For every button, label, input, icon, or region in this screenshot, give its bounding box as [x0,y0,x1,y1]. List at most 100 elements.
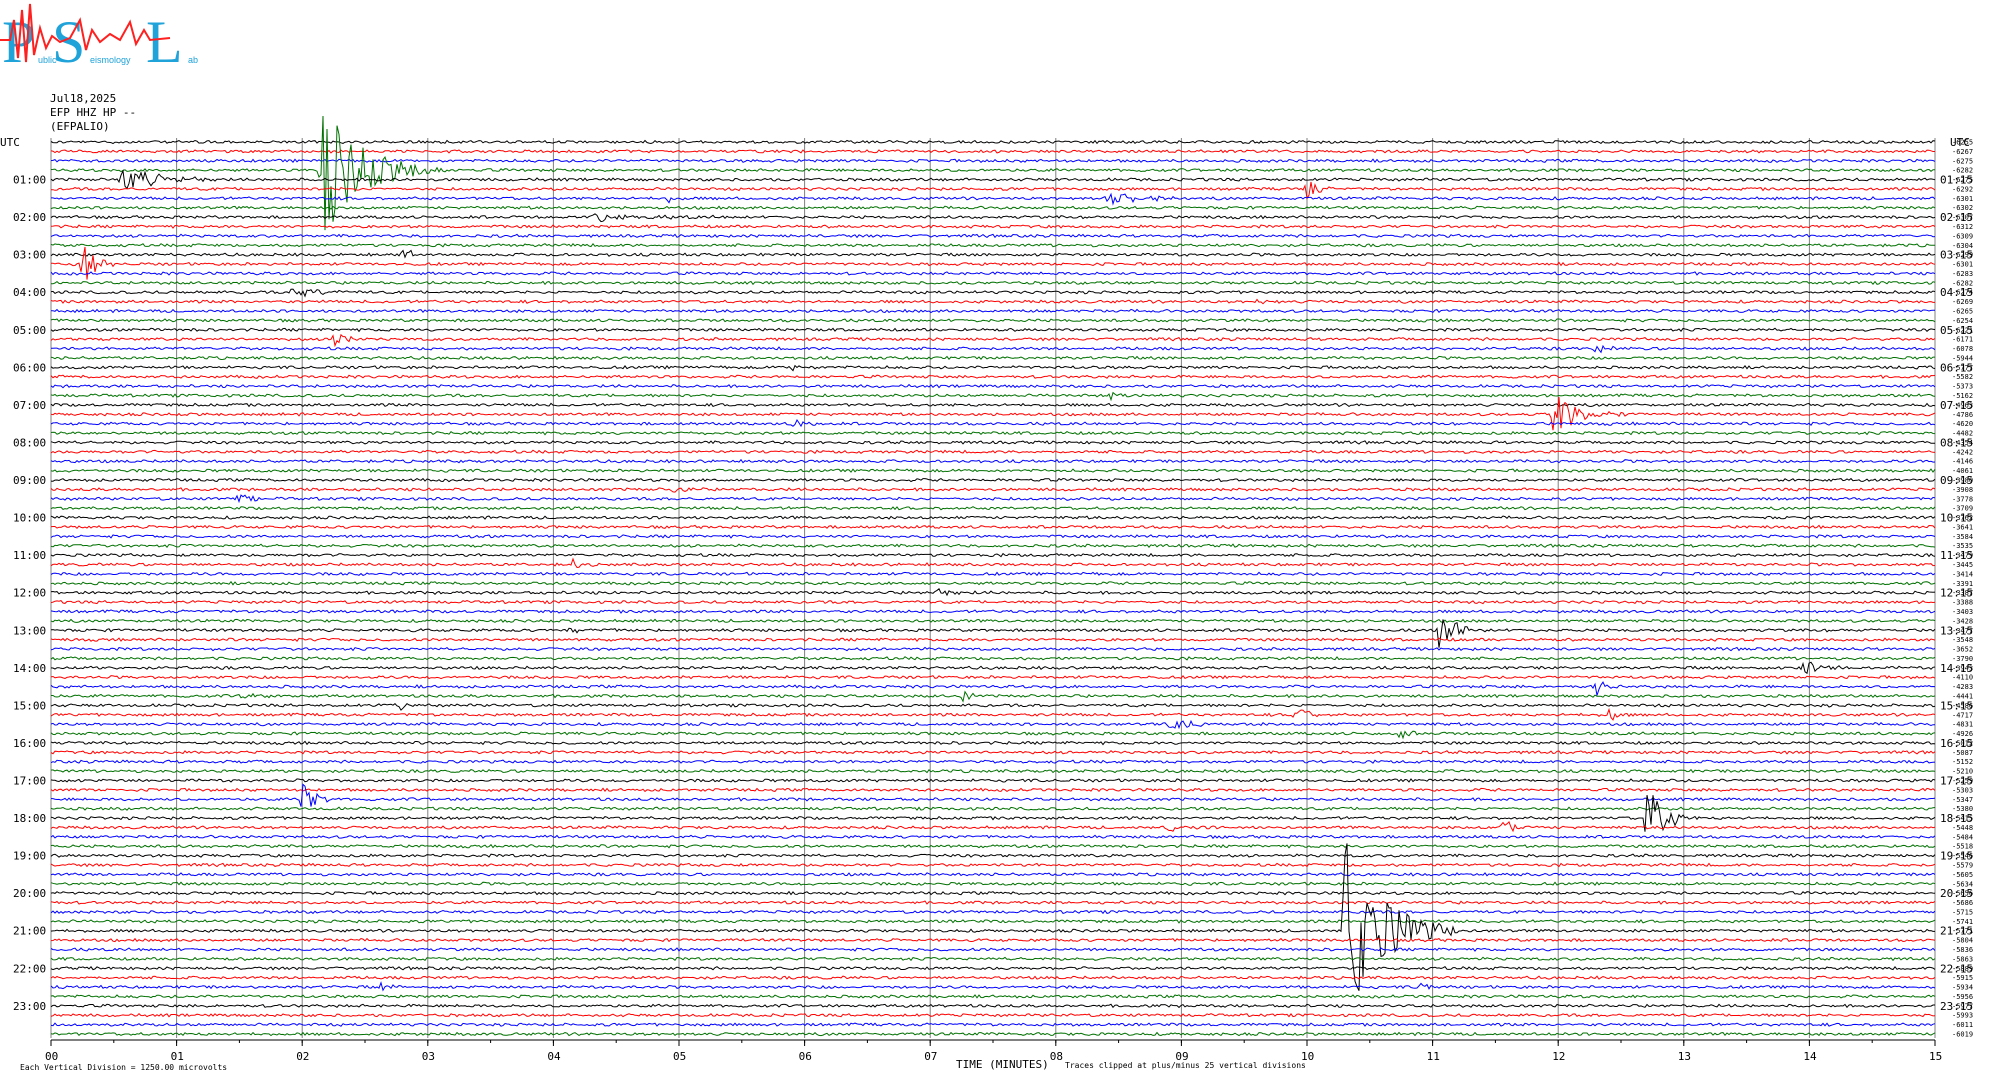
trace-line [50,656,1936,661]
trace-offset-label: -4620 [1952,420,1973,428]
trace-offset-label: -6221 [1952,326,1973,334]
trace-line [50,374,1936,379]
trace-offset-label: -5259 [1952,777,1973,785]
trace-line [50,719,1935,730]
trace-line [50,821,1936,833]
trace-offset-label: -6292 [1952,185,1973,193]
trace-line [50,599,1936,605]
trace-line [50,430,1936,436]
trace-offset-label: -5741 [1952,918,1973,926]
trace-line [50,730,1936,740]
trace-offset-label: -5686 [1952,899,1973,907]
header-code: (EFPALIO) [50,120,110,133]
trace-line [50,181,1936,200]
trace-line [50,965,1936,971]
x-tick-label: 06 [799,1050,812,1063]
trace-line [50,249,1936,259]
trace-offset-label: -5956 [1952,993,1973,1001]
left-hour-label: 19:00 [13,850,46,863]
x-tick-label: 02 [296,1050,309,1063]
trace-offset-label: -4717 [1952,711,1973,719]
trace-line [50,477,1936,483]
x-tick-label: 12 [1552,1050,1565,1063]
trace-line [50,806,1936,811]
trace-line [50,383,1936,389]
trace-line [50,768,1936,774]
trace-line [50,233,1936,239]
trace-offset-label: -6269 [1952,298,1973,306]
trace-line [50,937,1936,943]
trace-line [50,288,1936,298]
trace-line [50,364,1936,372]
trace-offset-label: -5889 [1952,965,1973,973]
trace-offset-label: -5944 [1952,354,1973,362]
station-header: Jul18,2025 EFP HHZ HP -- (EFPALIO) [50,92,136,134]
trace-line [50,494,1936,504]
trace-offset-label: -5087 [1952,749,1973,757]
header-date: Jul18,2025 [50,92,117,105]
trace-offset-label: -6267 [1952,148,1973,156]
trace-line [50,1013,1936,1018]
trace-offset-label: -4110 [1952,674,1973,682]
right-hour-label: 04:15 [1940,286,1973,299]
right-hour-label: 21:15 [1940,925,1973,938]
trace-offset-label: -3445 [1952,561,1973,569]
trace-line [50,637,1936,643]
trace-line [50,515,1936,520]
right-hour-label: 02:15 [1940,211,1973,224]
trace-offset-label: -3641 [1952,523,1973,531]
trace-offset-label: -4586 [1952,702,1973,710]
trace-offset-label: -5546 [1952,852,1973,860]
trace-line [50,618,1936,624]
trace-line [50,505,1936,511]
trace-line [50,778,1936,783]
trace-line [50,681,1936,696]
x-tick-label: 05 [673,1050,686,1063]
logo-word-ab: ab [188,55,198,65]
trace-line [50,571,1936,577]
trace-line [51,192,1936,206]
trace-offset-label: -6078 [1952,345,1973,353]
trace-offset-label: -6302 [1952,204,1973,212]
trace-line [50,759,1936,764]
trace-offset-label: -3535 [1952,542,1973,550]
trace-line [50,552,1936,558]
trace-offset-label: -6255 [1952,139,1973,147]
right-hour-label: 09:15 [1940,474,1973,487]
trace-line [50,580,1936,586]
trace-line [50,298,1935,305]
trace-offset-label: -6312 [1952,223,1973,231]
trace-line [50,862,1936,868]
x-tick-label: 07 [924,1050,937,1063]
trace-offset-label: -5347 [1952,796,1973,804]
trace-offset-label: -5804 [1952,937,1973,945]
trace-offset-label: -5934 [1952,984,1973,992]
trace-line [50,397,1936,431]
trace-line [50,333,1936,348]
trace-offset-label: -5373 [1952,383,1973,391]
trace-offset-label: -3652 [1952,646,1973,654]
right-hour-label: 12:15 [1940,587,1973,600]
trace-line [50,213,1936,223]
trace-offset-label: -5915 [1952,974,1973,982]
left-hour-label: 02:00 [13,211,46,224]
logo-word-ublic: ublic [38,55,57,65]
clip-note: Traces clipped at plus/minus 25 vertical… [1065,1061,1306,1070]
trace-offset-label: -6282 [1952,167,1973,175]
x-tick-label: 04 [547,1050,561,1063]
trace-line [50,327,1936,333]
x-axis-title: TIME (MINUTES) [956,1058,1049,1071]
trace-offset-label: -5993 [1952,1012,1973,1020]
trace-line [50,872,1936,877]
x-tick-label: 15 [1929,1050,1942,1063]
left-hour-label: 15:00 [13,699,46,712]
trace-line [50,557,1936,569]
trace-line [50,956,1936,962]
x-tick-label: 00 [45,1050,58,1063]
trace-offset-label: -6265 [1952,308,1973,316]
right-hour-label: 08:15 [1940,436,1973,449]
right-hour-label: 16:15 [1940,737,1973,750]
right-hour-label: 14:15 [1940,662,1973,675]
trace-offset-label: -3479 [1952,552,1973,560]
trace-offset-label: -3477 [1952,627,1973,635]
